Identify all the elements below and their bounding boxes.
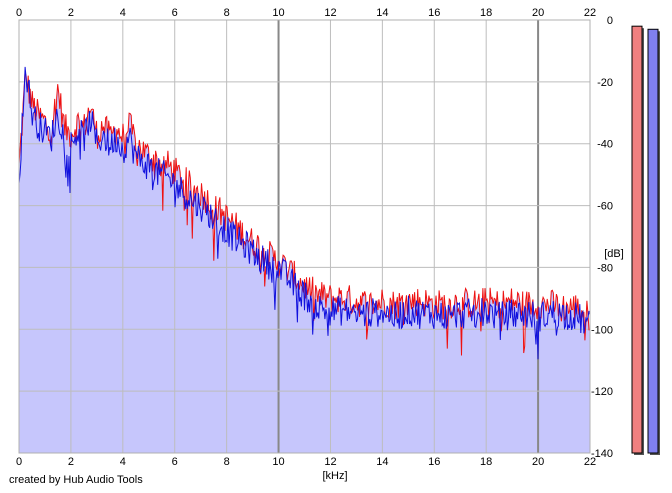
x-axis-label: [kHz] (322, 470, 347, 482)
x-tick-label-top: 10 (272, 7, 284, 19)
y-tick-label: -80 (597, 262, 613, 274)
x-tick-labels-bottom: 0 2 4 6 8 10 12 14 16 18 20 22 (16, 456, 596, 468)
plot-frame (18, 19, 591, 454)
grid-lines (18, 19, 591, 454)
x-tick-label-bottom: 6 (172, 456, 178, 468)
y-tick-label: -100 (591, 324, 613, 336)
y-tick-label: -120 (591, 386, 613, 398)
y-tick-label: -60 (597, 201, 613, 213)
x-tick-label-top: 12 (324, 7, 336, 19)
x-tick-label-top: 22 (584, 7, 596, 19)
y-axis-label: [dB] (604, 248, 624, 260)
x-tick-label-top: 14 (376, 7, 388, 19)
y-tick-label: 0 (607, 15, 613, 27)
x-tick-label-bottom: 0 (16, 456, 22, 468)
x-tick-label-top: 6 (172, 7, 178, 19)
x-tick-label-bottom: 12 (324, 456, 336, 468)
x-tick-label-bottom: 4 (120, 456, 126, 468)
x-tick-label-top: 4 (120, 7, 126, 19)
level-meter-bar (631, 25, 643, 454)
x-tick-label-bottom: 10 (272, 456, 284, 468)
x-tick-label-top: 18 (480, 7, 492, 19)
x-tick-label-bottom: 18 (480, 456, 492, 468)
x-tick-label-bottom: 20 (532, 456, 544, 468)
x-tick-label-top: 16 (428, 7, 440, 19)
x-tick-label-top: 8 (224, 7, 230, 19)
x-tick-label-bottom: 2 (68, 456, 74, 468)
series-blue-line (18, 66, 591, 360)
y-tick-label: -140 (591, 448, 613, 460)
x-tick-label-bottom: 22 (584, 456, 596, 468)
credit-text: created by Hub Audio Tools (9, 474, 143, 486)
x-tick-label-top: 2 (68, 7, 74, 19)
x-tick-label-bottom: 14 (376, 456, 388, 468)
y-tick-label: -40 (597, 139, 613, 151)
series-red-line (18, 71, 590, 356)
level-meters (631, 25, 660, 456)
level-meter-bar (647, 28, 659, 454)
x-tick-label-bottom: 8 (224, 456, 230, 468)
y-tick-labels: 0 -20 -40 -60 -80 -100 -120 -140 (591, 15, 613, 460)
x-tick-labels-top: 0 2 4 6 8 10 12 14 16 18 20 22 (16, 7, 596, 19)
x-tick-label-bottom: 16 (428, 456, 440, 468)
y-tick-label: -20 (597, 77, 613, 89)
x-tick-label-top: 0 (16, 7, 22, 19)
x-tick-label-top: 20 (532, 7, 544, 19)
